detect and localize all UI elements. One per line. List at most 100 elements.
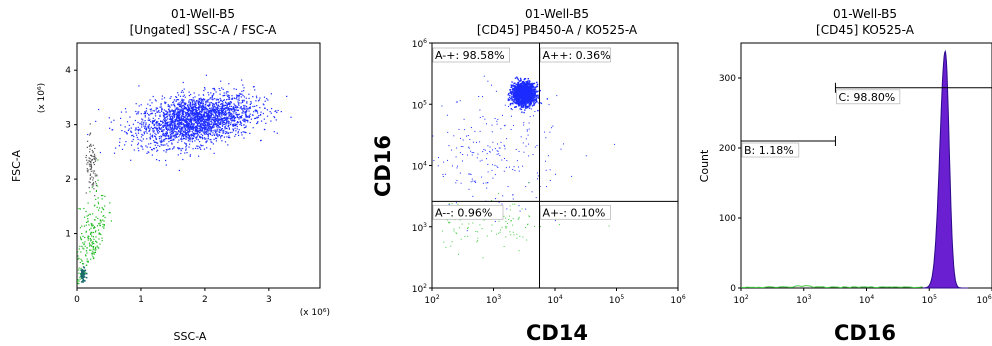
- event-dot: [539, 102, 541, 104]
- event-dot: [526, 88, 529, 91]
- event-dot: [233, 115, 235, 118]
- event-dot: [90, 159, 93, 161]
- event-dot: [185, 129, 187, 131]
- event-dot: [215, 134, 217, 136]
- event-dot: [211, 123, 213, 125]
- event-dot: [171, 143, 173, 145]
- event-dot: [442, 176, 444, 177]
- event-dot: [172, 101, 174, 104]
- event-dot: [515, 86, 518, 88]
- event-dot: [223, 108, 226, 110]
- event-dot: [168, 114, 170, 116]
- event-dot: [171, 135, 173, 137]
- event-dot: [243, 124, 245, 126]
- event-dot: [447, 131, 449, 133]
- event-dot: [522, 96, 525, 98]
- event-dot: [229, 117, 231, 119]
- event-dot: [187, 118, 189, 121]
- event-dot: [200, 101, 202, 103]
- event-dot: [177, 147, 179, 149]
- event-dot: [195, 115, 197, 117]
- event-dot: [202, 100, 204, 102]
- event-dot: [502, 114, 503, 116]
- event-dot: [194, 108, 196, 110]
- event-dot: [448, 222, 450, 224]
- event-dot: [215, 130, 217, 132]
- event-dot: [505, 236, 507, 238]
- event-dot: [614, 143, 615, 145]
- event-dot: [512, 169, 514, 170]
- event-dot: [131, 135, 133, 137]
- event-dot: [85, 255, 87, 257]
- event-dot: [527, 86, 529, 89]
- event-dot: [149, 99, 151, 101]
- event-dot: [237, 99, 239, 101]
- event-dot: [233, 109, 235, 111]
- event-dot: [230, 119, 232, 121]
- event-dot: [204, 88, 206, 90]
- event-dot: [207, 109, 209, 111]
- event-dot: [231, 98, 233, 100]
- event-dot: [98, 223, 100, 225]
- event-dot: [508, 219, 510, 220]
- event-dot: [231, 120, 233, 122]
- event-dot: [474, 180, 476, 182]
- event-dot: [256, 117, 258, 119]
- event-dot: [236, 106, 238, 109]
- event-dot: [136, 129, 138, 131]
- event-dot: [164, 122, 166, 124]
- event-dot: [214, 109, 216, 111]
- event-dot: [148, 117, 150, 119]
- event-dot: [155, 141, 157, 143]
- event-dot: [87, 161, 89, 163]
- event-dot: [525, 145, 527, 147]
- event-dot: [189, 115, 191, 117]
- event-dot: [545, 160, 546, 162]
- event-dot: [145, 129, 147, 131]
- event-dot: [252, 114, 254, 116]
- event-dot: [171, 130, 173, 132]
- event-dot: [197, 102, 199, 104]
- event-dot: [215, 107, 217, 109]
- event-dot: [148, 151, 150, 153]
- event-dot: [97, 229, 100, 231]
- event-dot: [531, 94, 533, 96]
- event-dot: [91, 158, 94, 161]
- event-dot: [171, 119, 173, 121]
- event-dot: [202, 134, 204, 136]
- event-dot: [230, 117, 232, 119]
- event-dot: [240, 106, 242, 108]
- event-dot: [203, 131, 205, 133]
- event-dot: [174, 109, 176, 111]
- event-dot: [181, 105, 183, 107]
- event-dot: [171, 142, 173, 144]
- event-dot: [173, 110, 175, 112]
- event-dot: [477, 153, 479, 155]
- x-tick-label: 103: [796, 294, 811, 306]
- event-dot: [195, 100, 198, 102]
- event-dot: [216, 130, 218, 132]
- event-dot: [108, 211, 110, 214]
- event-dot: [196, 107, 198, 109]
- event-dot: [214, 109, 217, 111]
- event-dot: [81, 280, 84, 282]
- event-dot: [229, 115, 231, 117]
- event-dot: [90, 160, 92, 163]
- event-dot: [245, 125, 247, 127]
- event-dot: [198, 125, 200, 127]
- event-dot: [188, 91, 190, 93]
- event-dot: [192, 113, 194, 115]
- event-dot: [515, 83, 517, 85]
- event-dot: [184, 102, 186, 104]
- event-dot: [183, 113, 185, 115]
- event-dot: [78, 272, 80, 274]
- event-dot: [215, 108, 217, 110]
- event-dot: [220, 108, 222, 110]
- event-dot: [527, 100, 529, 102]
- event-dot: [198, 98, 200, 100]
- event-dot: [231, 113, 233, 115]
- event-dot: [236, 128, 238, 130]
- event-dot: [161, 141, 163, 143]
- event-dot: [209, 126, 211, 128]
- event-dot: [215, 112, 217, 114]
